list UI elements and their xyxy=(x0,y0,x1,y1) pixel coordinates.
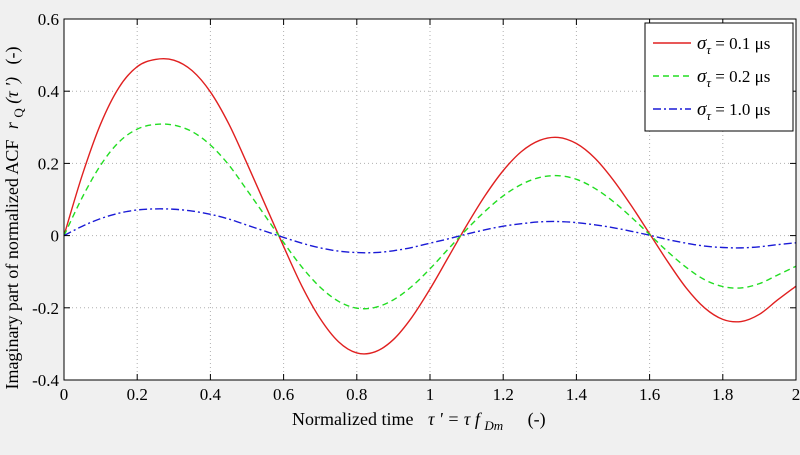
x-tick-label: 0.6 xyxy=(273,385,294,404)
y-tick-label: 0 xyxy=(51,227,60,246)
x-tick-label: 0.8 xyxy=(346,385,367,404)
x-axis-label-prefix: Normalized time xyxy=(292,409,413,429)
legend-label-1: στ = 0.1 μs xyxy=(697,33,770,57)
x-tick-label: 0.4 xyxy=(200,385,222,404)
y-tick-label: 0.2 xyxy=(38,154,59,173)
y-axis-label: Imaginary part of normalized ACF r Q (τ … xyxy=(2,46,27,389)
x-tick-label: 1.2 xyxy=(493,385,514,404)
y-axis-label-expr-arg: (τ ') xyxy=(2,77,23,104)
y-axis-label-prefix: Imaginary part of normalized ACF xyxy=(2,140,22,390)
series-line-3 xyxy=(63,208,797,254)
y-tick-label: 0.6 xyxy=(38,10,59,29)
series-line-1 xyxy=(63,57,797,355)
series-line-2 xyxy=(63,123,797,310)
x-axis-label-expr-sub: Dm xyxy=(483,418,503,433)
x-axis-label: Normalized time τ ' = τ f Dm (-) xyxy=(292,409,546,434)
legend-box xyxy=(644,22,794,132)
y-tick-label: -0.4 xyxy=(32,371,59,390)
x-tick-label: 1 xyxy=(426,385,435,404)
y-tick-label: 0.4 xyxy=(38,82,60,101)
legend-label-2: στ = 0.2 μs xyxy=(697,66,770,90)
legend-label-3: στ = 1.0 μs xyxy=(697,99,770,123)
x-tick-label: 0 xyxy=(60,385,69,404)
x-axis-label-expr: τ ' = τ f xyxy=(428,409,483,429)
x-tick-label: 1.4 xyxy=(566,385,588,404)
x-tick-label: 0.2 xyxy=(127,385,148,404)
ticks: 0 0.2 0.4 0.6 0.8 1 1.2 1.4 1.6 1.8 2 -0.4 -0.2 0 0.2 0… xyxy=(32,10,800,404)
x-axis-label-unit: (-) xyxy=(528,409,546,430)
legend: στ = 0.1 μs στ = 0.2 μs στ = 1.0 μs xyxy=(644,22,794,132)
series-layer xyxy=(63,57,797,355)
y-tick-label: -0.2 xyxy=(32,299,59,318)
y-axis-label-expr-sub: Q xyxy=(11,108,26,118)
x-tick-label: 2 xyxy=(792,385,800,404)
x-tick-label: 1.8 xyxy=(712,385,733,404)
x-tick-label: 1.6 xyxy=(639,385,660,404)
y-axis-label-expr: r xyxy=(2,121,22,129)
y-axis-label-unit: (-) xyxy=(2,46,23,64)
